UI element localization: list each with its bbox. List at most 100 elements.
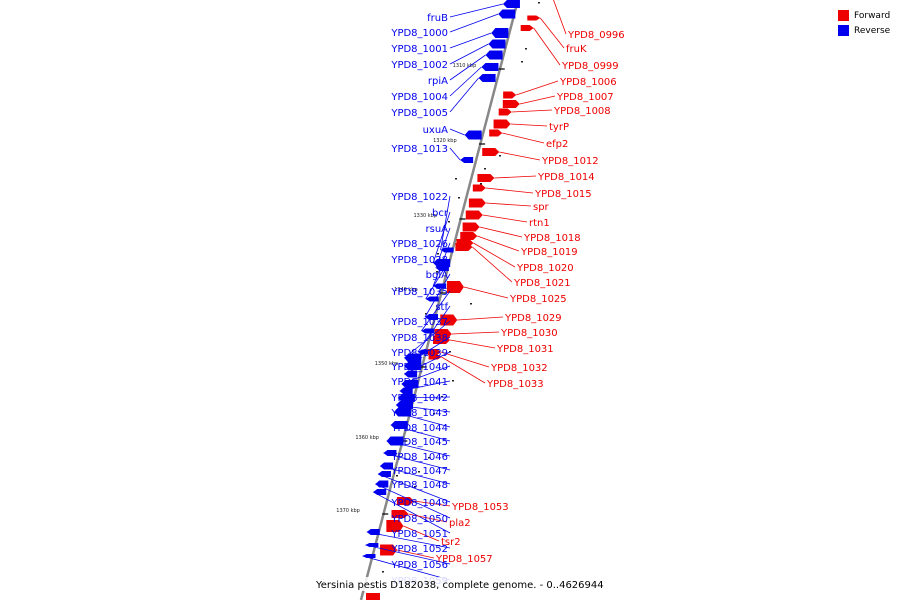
forward-leader-line [510,123,548,127]
forward-leader-line [457,316,504,321]
reverse-gene-label: YPD8_1047 [390,466,448,477]
forward-gene-label: efp2 [546,139,568,150]
reverse-leader-line [379,465,451,485]
spacer-mark [441,396,443,398]
legend-forward: Forward [838,8,890,23]
reverse-gene-arrow [404,353,422,363]
reverse-leader-line [386,440,451,457]
reverse-leader-line [365,544,451,565]
forward-gene-arrow [440,314,458,326]
reverse-gene-label: YPD8_1001 [390,44,448,55]
reverse-gene-label: YPD8_1035 [390,287,448,298]
reverse-gene-label: YPD8_1005 [390,108,448,119]
reverse-gene-arrow [425,296,439,302]
forward-gene-arrow [498,108,512,116]
spacer-mark [480,183,482,185]
reverse-gene-label: YPD8_1028 [390,255,448,266]
forward-gene-label: YPD8_1012 [541,156,599,167]
forward-leader-line [553,0,567,35]
legend-reverse-label: Reverse [854,25,891,36]
forward-leader-line [482,214,528,223]
reverse-gene-arrow [481,63,499,71]
forward-gene-label: YPD8_1020 [516,263,574,274]
reverse-gene-arrow [464,130,482,140]
legend-forward-label: Forward [854,10,891,21]
reverse-gene-label: uxuA [423,125,449,136]
forward-gene-arrow [396,497,414,505]
spacer-mark [396,475,398,477]
reverse-leader-line [404,336,451,367]
reverse-gene-label: YPD8_1049 [390,498,448,509]
spacer-mark [458,197,460,199]
forward-gene-label: pla2 [449,518,471,529]
forward-gene-arrow [460,232,478,240]
forward-leader-line [441,356,486,384]
forward-gene-arrow [482,148,500,156]
reverse-gene-arrow [498,9,516,19]
spacer-mark [525,48,527,50]
caption-backdrop [312,577,588,591]
spacer-mark [538,2,540,4]
forward-gene-arrow [472,184,486,192]
reverse-gene-arrow [394,407,412,417]
reverse-gene-label: YPD8_1026 [390,239,448,250]
forward-leader-line [533,27,561,66]
spacer-mark [433,413,435,415]
reverse-leader-line [449,13,499,33]
forward-gene-label: YPD8_1014 [537,172,595,183]
reverse-leader-line [449,43,489,65]
forward-leader-line [502,132,545,144]
reverse-leader-line [390,424,451,442]
spacer-mark [449,351,451,353]
reverse-gene-label: rpiA [428,76,448,87]
forward-gene-label: YPD8_1021 [513,278,571,289]
reverse-gene-arrow [380,462,394,470]
reverse-gene-label: YPD8_1050 [390,514,448,525]
reverse-gene-arrow [478,74,496,82]
forward-gene-arrow [446,281,464,293]
forward-gene-arrow [428,354,442,360]
spacer-mark [470,303,472,305]
forward-gene-arrow [462,222,480,232]
reverse-leader-line [449,66,482,97]
forward-gene-label: rtn1 [529,218,550,229]
reverse-gene-arrow [433,283,447,289]
reverse-gene-label: YPD8_1040 [390,362,448,373]
forward-gene-label: YPD8_1029 [504,313,562,324]
reverse-gene-arrow [460,157,474,163]
reverse-leader-line [449,128,465,136]
forward-leader-line [451,331,500,335]
reverse-leader-line [449,3,504,18]
reverse-gene-label: YPD8_1037 [390,317,448,328]
forward-leader-line [449,339,496,349]
reverse-gene-label: YPD8_1004 [390,92,448,103]
forward-leader-line [408,513,448,523]
forward-gene-arrow [503,91,517,99]
reverse-leader-line [449,32,492,49]
forward-leader-line [479,226,523,238]
forward-leader-line [485,202,532,207]
forward-gene-arrow [520,25,534,31]
spacer-mark [455,178,457,180]
reverse-gene-label: YPD8_1052 [390,544,448,555]
reverse-gene-label: YPD8_1046 [390,452,448,463]
spacer-mark [452,380,454,382]
tick-label: 1340 kbp [394,287,418,293]
forward-leader-line [473,242,516,268]
forward-gene-label: YPD8_1053 [451,502,509,513]
reverse-gene-label: YPD8_1042 [390,393,448,404]
reverse-leader-line [401,365,451,385]
spacer-mark [428,457,430,459]
forward-gene-label: YPD8_1019 [520,247,578,258]
reverse-gene-label: bglA [426,270,448,281]
reverse-leader-line [449,54,486,81]
forward-leader-line [485,187,534,194]
tick-label: 1360 kbp [355,435,379,441]
forward-gene-arrow [427,349,441,355]
forward-gene-label: YPD8_1007 [556,92,614,103]
reverse-gene-arrow [485,50,503,60]
reverse-leader-line [435,227,451,269]
forward-leader-line [477,235,520,252]
forward-leader-line [516,80,559,96]
